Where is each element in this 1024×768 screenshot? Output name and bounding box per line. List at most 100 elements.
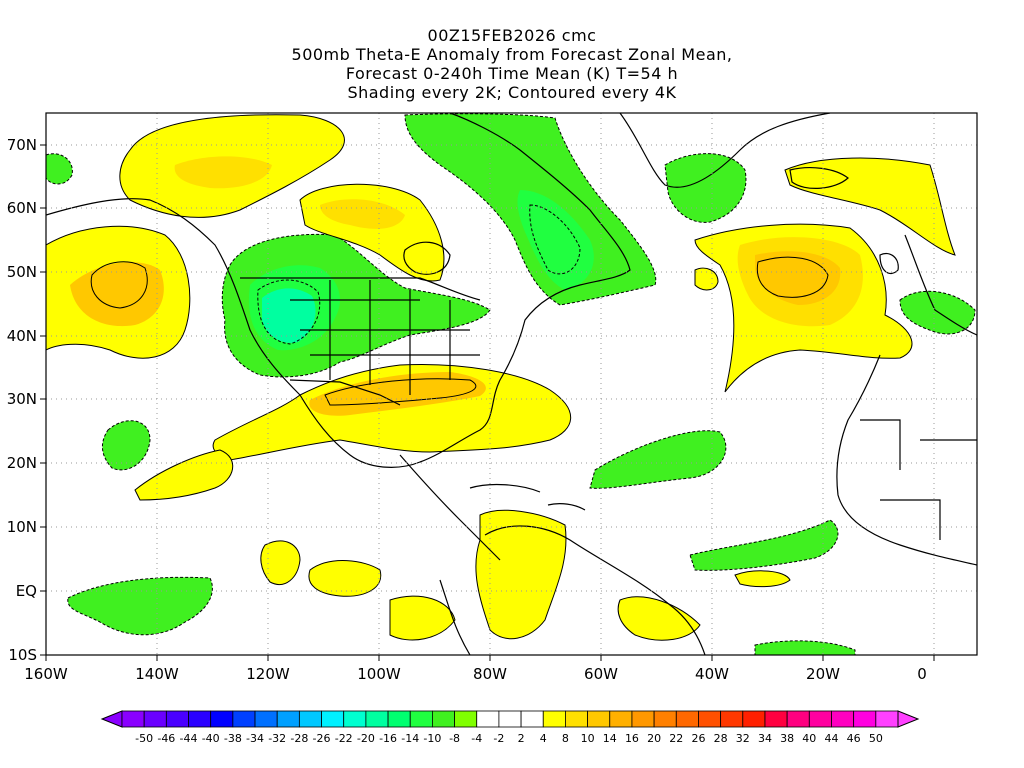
anomaly-region-south-america-negative — [754, 640, 856, 655]
colorbar-swatch — [165, 710, 189, 728]
us-mexico-border — [289, 379, 401, 406]
colorbar-tick-label: 4 — [540, 732, 547, 745]
colorbar-swatch — [542, 710, 566, 728]
y-tick-label: 20N — [7, 454, 37, 472]
colorbar-tick-label: -34 — [246, 732, 264, 745]
europe-coastline — [904, 234, 977, 336]
x-tick-label: 60W — [584, 665, 618, 683]
south-america-coastline — [484, 525, 706, 655]
colorbar-swatch — [298, 710, 322, 728]
us-state-lines — [290, 280, 480, 395]
colorbar-tick-label: 50 — [869, 732, 883, 745]
anomaly-region-greenland-negative — [664, 153, 747, 223]
colorbar-tick-label: -4 — [471, 732, 482, 745]
colorbar-swatch — [232, 710, 256, 728]
y-tick-label: 40N — [7, 327, 37, 345]
colorbar-tick-label: 2 — [518, 732, 525, 745]
anomaly-region-norway-positive — [784, 157, 956, 256]
colorbar-swatch — [276, 710, 300, 728]
x-tick-label: 20W — [806, 665, 840, 683]
anomaly-region-brazil-positive — [617, 596, 701, 641]
y-tick-label: EQ — [16, 582, 37, 600]
north-america-coastline — [46, 113, 631, 468]
graticule — [46, 113, 977, 655]
colorbar-swatch — [720, 710, 744, 728]
south-america-west-coast — [439, 579, 471, 655]
y-tick-label: 60N — [7, 199, 37, 217]
map-frame — [45, 112, 978, 656]
anomaly-region-canada-central-positive-mid — [320, 199, 405, 229]
y-tick-label: 10N — [7, 518, 37, 536]
negative-anomaly-shading — [46, 113, 976, 655]
colorbar-tick-label: 34 — [758, 732, 772, 745]
colorbar-legend: -50 -46 -44 -40 -38 -34 -32 -28 -26 -22 -20 -16 -14-… — [100, 710, 920, 745]
colorbar-tick-label: 40 — [802, 732, 816, 745]
anomaly-region-caribbean-positive — [475, 509, 567, 640]
title-line-forecast: Forecast 0-240h Time Mean (K) T=54 h — [345, 64, 679, 83]
colorbar-tick-label: -22 — [335, 732, 353, 745]
colorbar-tick-label: -38 — [224, 732, 242, 745]
anomaly-region-equatorial-pacific-positive-b — [308, 560, 382, 597]
colorbar-tick-label: 26 — [691, 732, 705, 745]
map-plot-area — [46, 113, 977, 655]
colorbar-swatch — [476, 710, 500, 728]
x-tick-label: 160W — [24, 665, 68, 683]
colorbar-swatch — [587, 710, 611, 728]
colorbar-swatch — [143, 710, 167, 728]
colorbar-tick-label: -44 — [180, 732, 198, 745]
title-line-shading: Shading every 2K; Contoured every 4K — [347, 83, 677, 102]
x-tick-label: 80W — [473, 665, 507, 683]
colorbar-tick-label: -2 — [493, 732, 504, 745]
anomaly-region-western-us-negative-strong — [262, 288, 316, 343]
colorbar-tick-label: -20 — [357, 732, 375, 745]
y-tick-label: 30N — [7, 390, 37, 408]
colorbar-swatch — [764, 710, 788, 728]
anomaly-region-equatorial-pacific-positive-a — [260, 540, 301, 585]
british-isles — [879, 252, 899, 275]
anomaly-region-mid-atlantic-negative — [589, 430, 727, 489]
colorbar-swatch — [121, 710, 145, 728]
colorbar-swatch — [808, 710, 832, 728]
axis-ticks — [40, 144, 935, 661]
colorbar-tick-label: -8 — [449, 732, 460, 745]
y-tick-label: 10S — [8, 646, 37, 664]
colorbar-swatch — [188, 710, 212, 728]
contour-line — [90, 261, 148, 309]
x-tick-label: 120W — [246, 665, 290, 683]
contour-line — [529, 204, 581, 275]
colorbar-tick-label: -50 — [135, 732, 153, 745]
anomaly-region-amazon-positive — [389, 595, 456, 641]
positive-anomaly-shading — [46, 114, 956, 641]
colorbar-right-arrow — [897, 710, 920, 728]
title-line-date-model: 00Z15FEB2026 cmc — [427, 26, 597, 45]
colorbar-swatch — [675, 710, 699, 728]
colorbar-swatch — [409, 710, 433, 728]
central-america-coastline — [399, 454, 501, 561]
anomaly-region-alaska-positive-mid — [174, 156, 272, 189]
anomaly-region-west-pacific-negative — [46, 153, 73, 185]
colorbar-swatch — [565, 710, 588, 728]
anomaly-region-north-pacific-positive-mid — [70, 262, 164, 327]
colorbar-tick-label: -10 — [423, 732, 441, 745]
colorbar-swatch — [321, 710, 345, 728]
anomaly-region-tropical-atlantic-negative — [689, 519, 839, 571]
colorbar-swatch — [343, 710, 367, 728]
anomaly-region-tropical-atlantic-positive — [734, 570, 791, 588]
anomaly-region-hawaii-negative — [102, 420, 151, 471]
colorbar-swatch — [698, 710, 722, 728]
colorbar-tick-label: 44 — [824, 732, 838, 745]
colorbar-swatch — [786, 710, 810, 728]
colorbar-tick-label: -40 — [202, 732, 220, 745]
anomaly-region-east-pacific-positive — [134, 449, 234, 501]
colorbar-swatch — [210, 710, 234, 728]
colorbar-left-arrow — [100, 710, 123, 728]
colorbar-tick-label: -46 — [157, 732, 175, 745]
y-axis-labels: 10S EQ 10N 20N 30N 40N 50N 60N 70N — [7, 136, 37, 664]
colorbar-tick-label: 32 — [736, 732, 750, 745]
colorbar-tick-label: -32 — [268, 732, 286, 745]
colorbar-tick-label: 46 — [847, 732, 861, 745]
contour-line — [756, 256, 829, 298]
africa-coastline — [836, 354, 977, 566]
colorbar-swatch — [254, 710, 278, 728]
